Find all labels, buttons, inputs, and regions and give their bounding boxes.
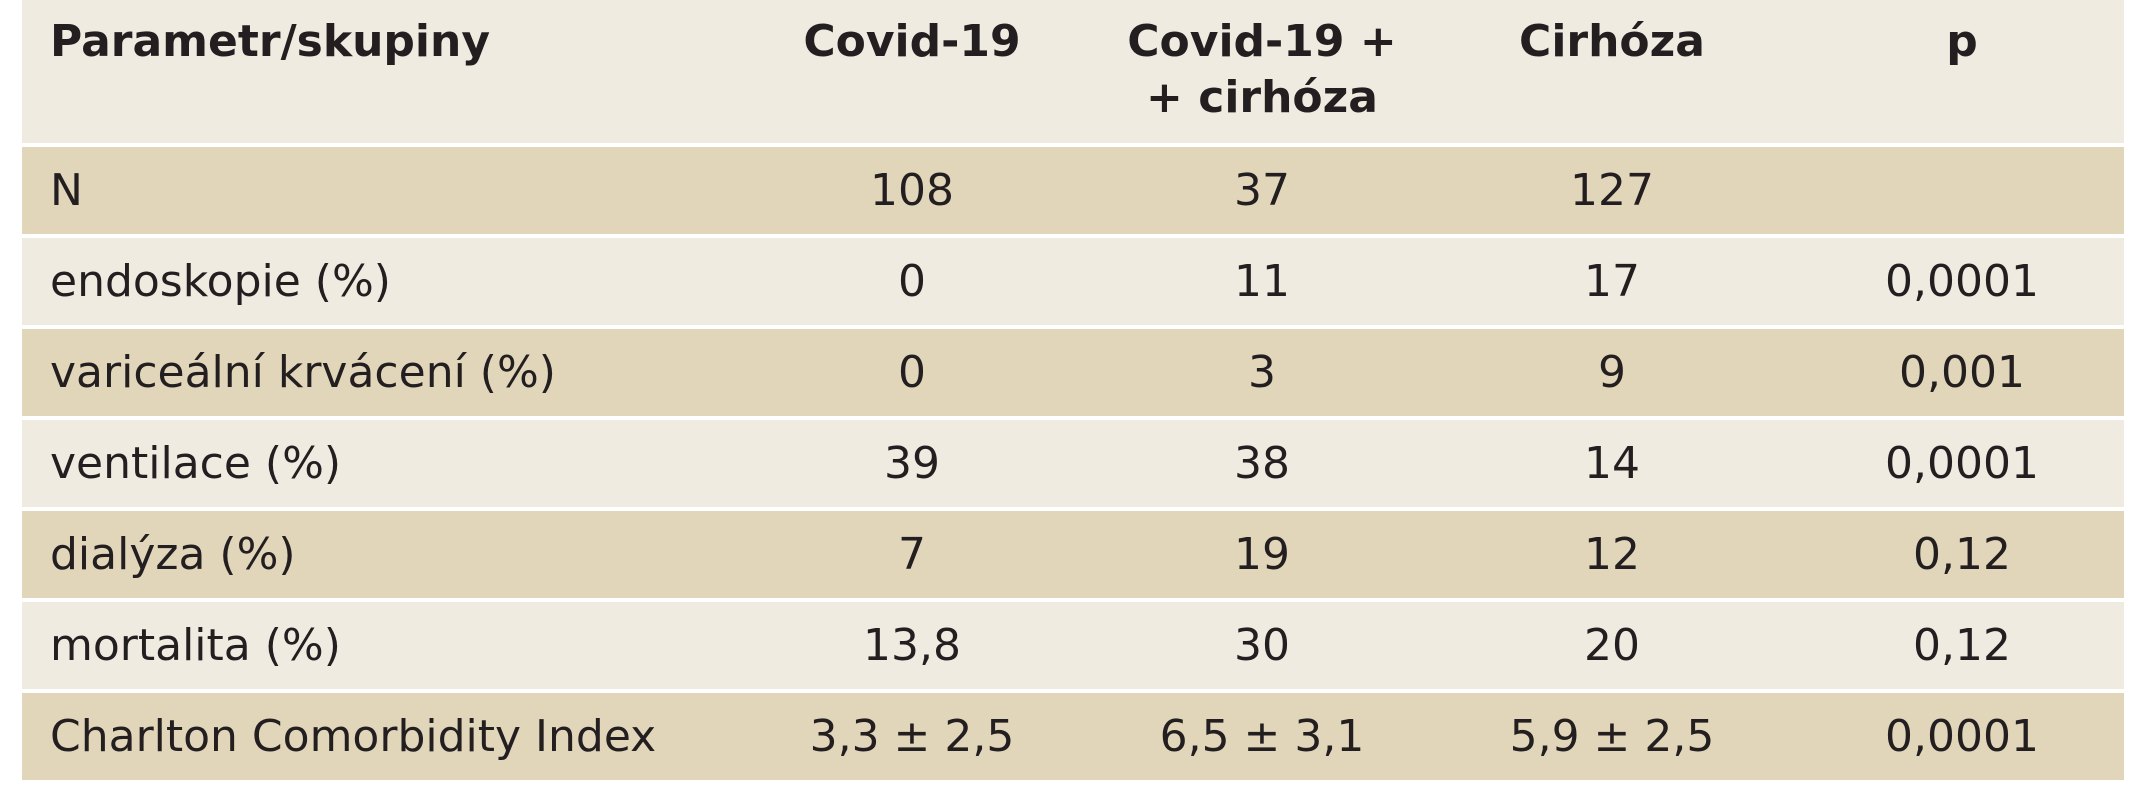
cell-p: 0,001: [1899, 347, 2025, 398]
row-label: variceální krvácení (%): [50, 347, 556, 398]
cell-covid-cirhoza: 37: [1234, 165, 1290, 216]
table-row: N 108 37 127: [22, 147, 2124, 238]
cell-cirhoza: 127: [1570, 165, 1654, 216]
cell-covid: 0: [898, 256, 926, 307]
row-label: ventilace (%): [50, 438, 342, 489]
cell-covid-cirhoza: 38: [1234, 438, 1290, 489]
table-row: ventilace (%) 39 38 14 0,0001: [22, 420, 2124, 511]
cell-covid-cirhoza: 19: [1234, 529, 1290, 580]
cell-covid-cirhoza: 11: [1234, 256, 1290, 307]
cell-covid: 0: [898, 347, 926, 398]
table-row: mortalita (%) 13,8 30 20 0,12: [22, 602, 2124, 693]
header-covid-cirhoza: Covid-19 + + cirhóza: [1112, 14, 1412, 126]
table-row: endoskopie (%) 0 11 17 0,0001: [22, 238, 2124, 329]
cell-p: 0,12: [1913, 529, 2011, 580]
row-label: mortalita (%): [50, 620, 341, 671]
cell-p: 0,12: [1913, 620, 2011, 671]
cell-covid: 108: [870, 165, 954, 216]
row-label: N: [50, 165, 83, 216]
table-header-row: Parametr/skupiny Covid-19 Covid-19 + + c…: [22, 0, 2124, 147]
row-label: endoskopie (%): [50, 256, 391, 307]
cell-covid: 39: [884, 438, 940, 489]
header-covid-cirhoza-line2: + cirhóza: [1146, 72, 1378, 123]
cell-covid: 13,8: [863, 620, 961, 671]
header-p: p: [1946, 16, 1978, 67]
header-cirhoza: Cirhóza: [1519, 16, 1705, 67]
cell-covid-cirhoza: 30: [1234, 620, 1290, 671]
row-label: Charlton Comorbidity Index: [50, 711, 657, 762]
table-row: Charlton Comorbidity Index 3,3 ± 2,5 6,5…: [22, 693, 2124, 784]
header-parametr: Parametr/skupiny: [50, 16, 490, 67]
cell-p: 0,0001: [1885, 711, 2039, 762]
cell-cirhoza: 17: [1584, 256, 1640, 307]
cell-cirhoza: 14: [1584, 438, 1640, 489]
cell-covid: 3,3 ± 2,5: [809, 711, 1015, 762]
cell-p: 0,0001: [1885, 438, 2039, 489]
cell-covid-cirhoza: 6,5 ± 3,1: [1159, 711, 1365, 762]
data-table: Parametr/skupiny Covid-19 Covid-19 + + c…: [22, 0, 2124, 790]
table-row: dialýza (%) 7 19 12 0,12: [22, 511, 2124, 602]
cell-cirhoza: 20: [1584, 620, 1640, 671]
cell-cirhoza: 12: [1584, 529, 1640, 580]
cell-covid: 7: [898, 529, 926, 580]
cell-covid-cirhoza: 3: [1248, 347, 1276, 398]
cell-cirhoza: 9: [1598, 347, 1626, 398]
cell-cirhoza: 5,9 ± 2,5: [1509, 711, 1715, 762]
table-row: variceální krvácení (%) 0 3 9 0,001: [22, 329, 2124, 420]
header-covid: Covid-19: [803, 16, 1021, 67]
row-label: dialýza (%): [50, 529, 296, 580]
header-covid-cirhoza-line1: Covid-19 +: [1127, 16, 1397, 67]
cell-p: 0,0001: [1885, 256, 2039, 307]
